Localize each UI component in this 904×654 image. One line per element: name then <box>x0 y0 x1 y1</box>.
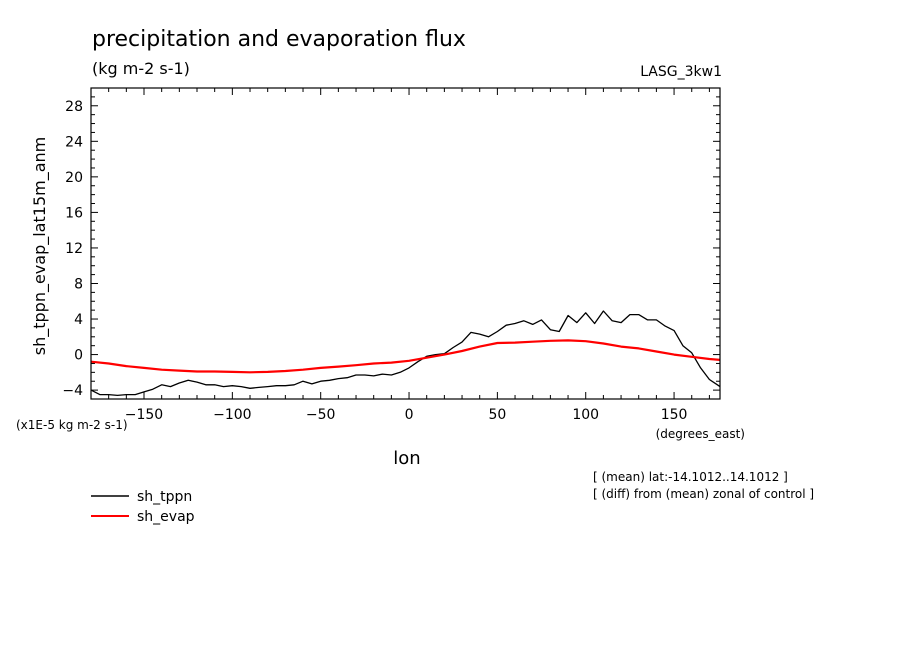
annotation-diff: [ (diff) from (mean) zonal of control ] <box>593 487 814 501</box>
x-tick-label: 50 <box>488 407 506 423</box>
plot-frame <box>90 87 721 400</box>
y-scale-note: (x1E-5 kg m-2 s-1) <box>16 418 128 432</box>
annotation-lat: [ (mean) lat:-14.1012..14.1012 ] <box>593 470 788 484</box>
y-tick-label: 8 <box>74 276 83 292</box>
legend-label-sh-tppn: sh_tppn <box>137 489 192 505</box>
y-tick-label: 20 <box>65 170 83 186</box>
y-tick-label: 4 <box>74 312 83 328</box>
x-units-label: (degrees_east) <box>656 427 745 441</box>
y-tick-label: 12 <box>65 241 83 257</box>
model-label: LASG_3kw1 <box>640 64 722 80</box>
legend: sh_tppn sh_evap <box>91 489 195 525</box>
legend-label-sh-evap: sh_evap <box>137 509 195 525</box>
units-label: (kg m-2 s-1) <box>92 59 190 78</box>
y-tick-label: −4 <box>62 383 83 399</box>
x-tick-label: 0 <box>405 407 414 423</box>
x-tick-label: −50 <box>306 407 336 423</box>
x-tick-label: −150 <box>125 407 163 423</box>
plot-lines <box>90 310 721 397</box>
chart-title: precipitation and evaporation flux <box>92 27 466 52</box>
y-axis-label: sh_tppn_evap_lat15m_anm <box>30 137 50 355</box>
x-axis-label: lon <box>393 448 420 469</box>
series-line-sh-evap <box>90 339 721 374</box>
y-tick-label: 16 <box>65 205 83 221</box>
y-tick-label: 28 <box>65 99 83 115</box>
y-tick-label: 0 <box>74 348 83 364</box>
y-tick-label: 24 <box>65 134 83 150</box>
x-tick-label: 150 <box>661 407 688 423</box>
ticks: −150 −100 −50 0 50 100 150 −4 0 4 8 12 16 20 24 28 <box>62 87 720 423</box>
x-tick-label: −100 <box>213 407 251 423</box>
x-tick-label: 100 <box>572 407 599 423</box>
series-line-sh-tppn <box>90 310 721 397</box>
